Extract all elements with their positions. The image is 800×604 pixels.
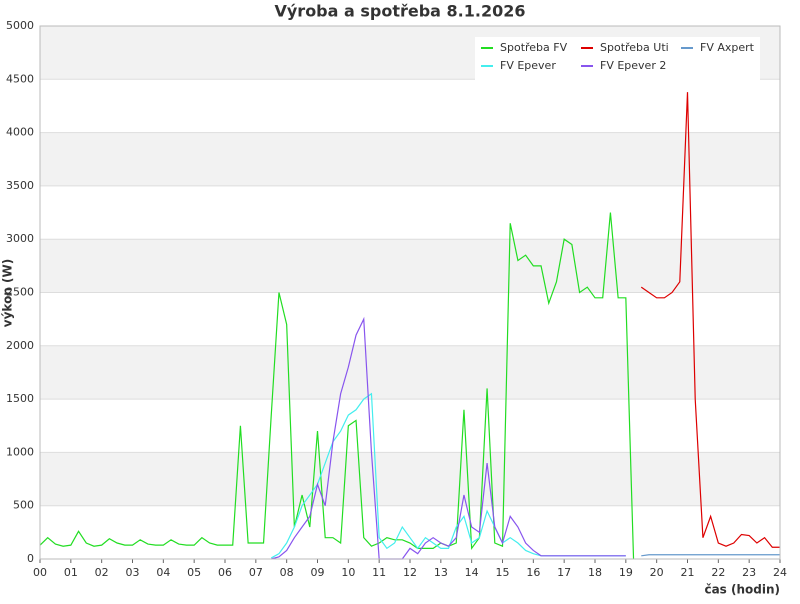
x-tick-label: 20 (650, 566, 664, 579)
grid (40, 25, 780, 560)
x-tick-label: 15 (496, 566, 510, 579)
x-tick-label: 17 (557, 566, 571, 579)
legend-label: Spotřeba Uti (600, 41, 669, 54)
y-tick-label: 4000 (6, 126, 34, 139)
x-tick-label: 09 (311, 566, 325, 579)
x-tick-label: 01 (64, 566, 78, 579)
x-tick-label: 23 (742, 566, 756, 579)
legend-label: FV Epever (500, 59, 556, 72)
legend-label: Spotřeba FV (500, 41, 568, 54)
x-tick-label: 02 (95, 566, 109, 579)
y-tick-label: 3500 (6, 179, 34, 192)
y-tick-label: 4500 (6, 72, 34, 85)
x-tick-label: 21 (681, 566, 695, 579)
y-tick-label: 500 (13, 499, 34, 512)
legend: Spotřeba FV Spotřeba Uti FV Axpert FV Epeve… (475, 37, 760, 81)
grid-band (40, 345, 780, 400)
legend-label: FV Axpert (700, 41, 755, 54)
x-tick-label: 18 (588, 566, 602, 579)
plot-frame (39, 25, 781, 560)
series-line (640, 92, 780, 548)
x-tick-label: 22 (711, 566, 725, 579)
lines (39, 92, 780, 560)
grid-band (40, 239, 780, 293)
x-tick-label: 08 (280, 566, 294, 579)
x-tick-label: 13 (434, 566, 448, 579)
x-tick-label: 11 (372, 566, 386, 579)
x-tick-label: 07 (249, 566, 263, 579)
y-tick-label: 1500 (6, 392, 34, 405)
x-tick-label: 10 (341, 566, 355, 579)
legend-box (475, 37, 760, 81)
x-tick-label: 06 (218, 566, 232, 579)
series-line (641, 554, 780, 557)
x-tick-label: 03 (126, 566, 140, 579)
y-tick-label: 2500 (6, 286, 34, 299)
y-tick-label: 5000 (6, 19, 34, 32)
x-tick-label: 04 (156, 566, 170, 579)
x-tick-label: 00 (33, 566, 47, 579)
x-tick-label: 24 (773, 566, 787, 579)
y-tick-label: 1000 (6, 445, 34, 458)
series-line (271, 316, 626, 560)
legend-label: FV Epever 2 (600, 59, 666, 72)
x-tick-label: 05 (187, 566, 201, 579)
x-axis-label: čas (hodin) (704, 583, 780, 597)
y-tick-label: 2000 (6, 339, 34, 352)
x-tick-label: 14 (465, 566, 479, 579)
grid-band (40, 452, 780, 506)
chart-title: Výroba a spotřeba 8.1.2026 (274, 2, 525, 21)
axes: 0500100015002000250030003500400045005000… (6, 19, 787, 579)
x-tick-label: 19 (619, 566, 633, 579)
x-tick-label: 16 (526, 566, 540, 579)
grid-band (40, 132, 780, 186)
y-tick-label: 3000 (6, 232, 34, 245)
series-line (39, 212, 635, 560)
y-tick-label: 0 (27, 552, 34, 565)
y-axis-label: výkon (W) (1, 259, 15, 327)
x-tick-label: 12 (403, 566, 417, 579)
